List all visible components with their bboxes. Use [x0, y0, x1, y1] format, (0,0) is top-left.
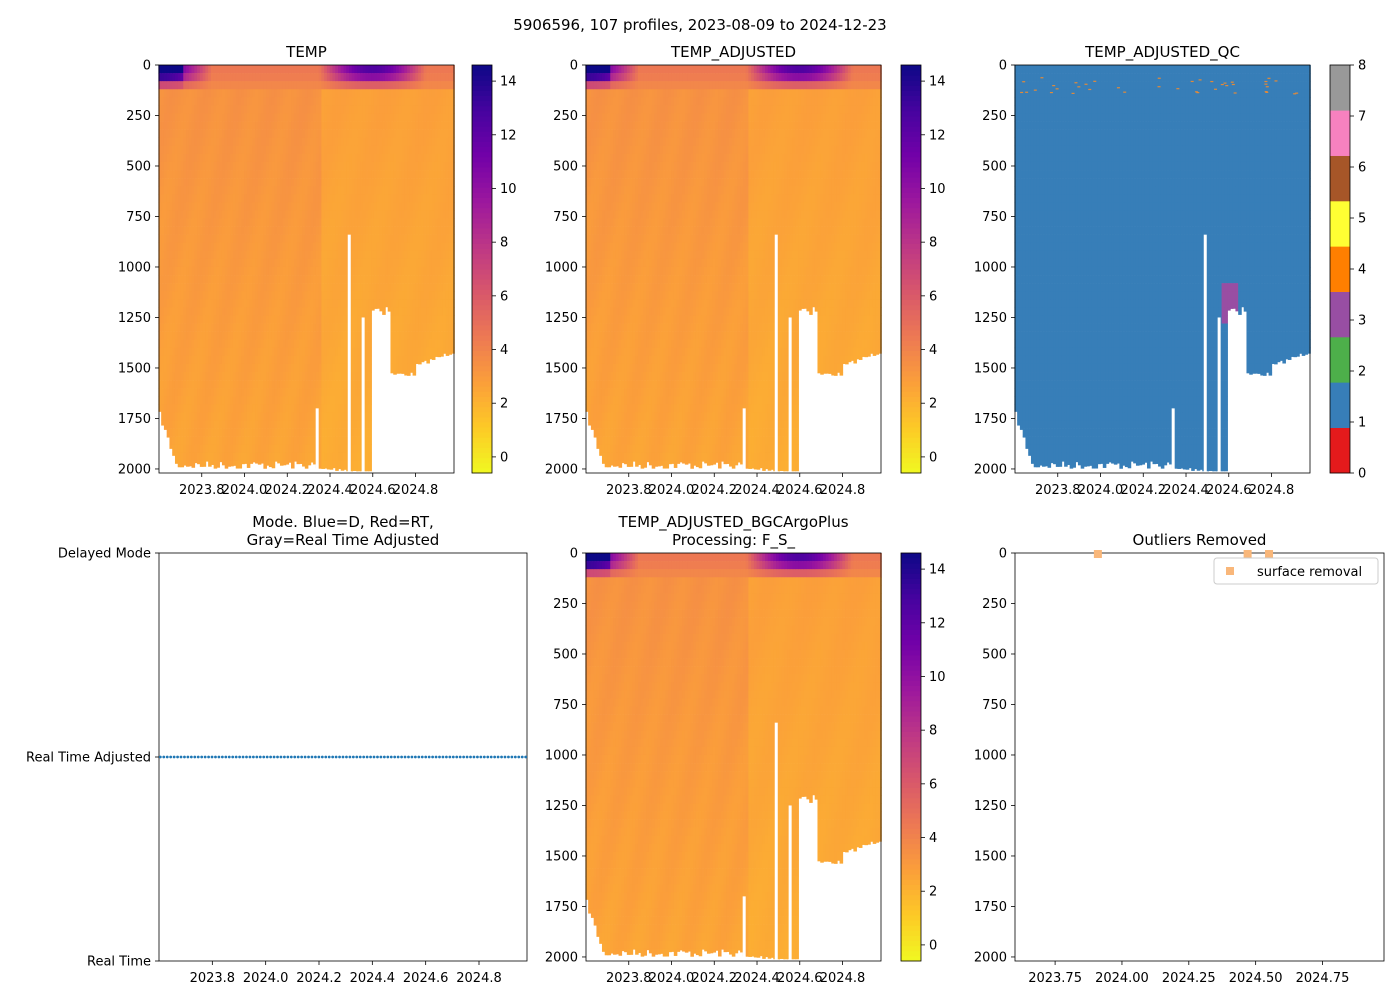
figure-canvas: 0250500750100012501500175020002023.82024… [0, 0, 1400, 1000]
temp-cell [272, 461, 276, 468]
panel-temp: 0250500750100012501500175020002023.82024… [118, 43, 455, 498]
temp-cell [203, 461, 207, 467]
temp-cell [291, 461, 295, 469]
